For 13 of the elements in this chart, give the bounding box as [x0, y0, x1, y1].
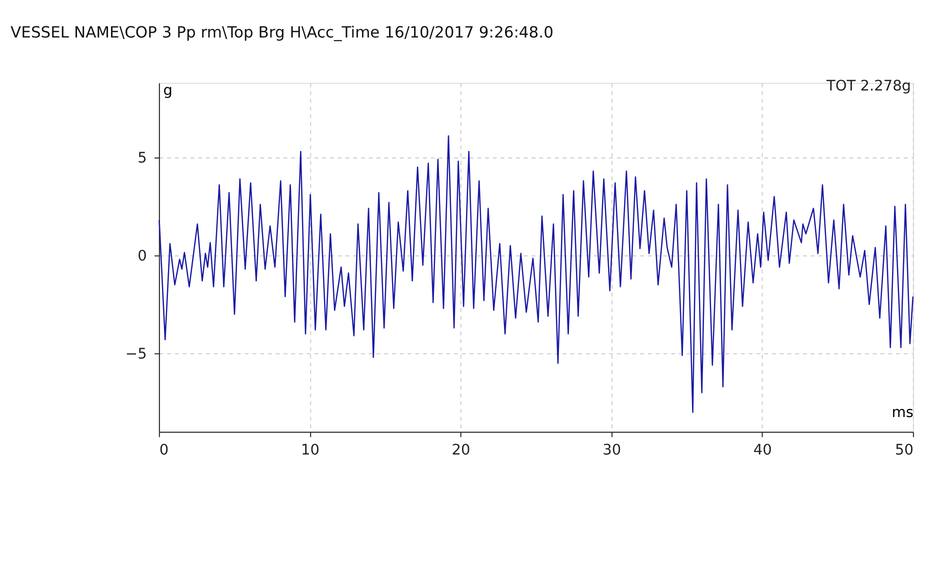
y-tick-label: −5 [125, 346, 147, 363]
x-tick-label: 30 [602, 442, 622, 459]
chart-title: VESSEL NAME\COP 3 Pp rm\Top Brg H\Acc_Time 16/10/2017 9:26:48.0 [10, 23, 554, 42]
annotation: TOT 2.278g [825, 78, 912, 95]
x-tick-label: 20 [452, 442, 470, 459]
x-axis-title: ms [892, 404, 914, 421]
y-tick-label: 0 [138, 248, 147, 265]
x-tick-label: 10 [300, 442, 320, 459]
y-tick-label: 5 [138, 150, 147, 167]
x-tick-label: 40 [753, 442, 772, 459]
x-tick-label: 0 [159, 442, 169, 459]
x-tick-label: 50 [894, 442, 914, 459]
y-axis-title: g [163, 83, 173, 100]
